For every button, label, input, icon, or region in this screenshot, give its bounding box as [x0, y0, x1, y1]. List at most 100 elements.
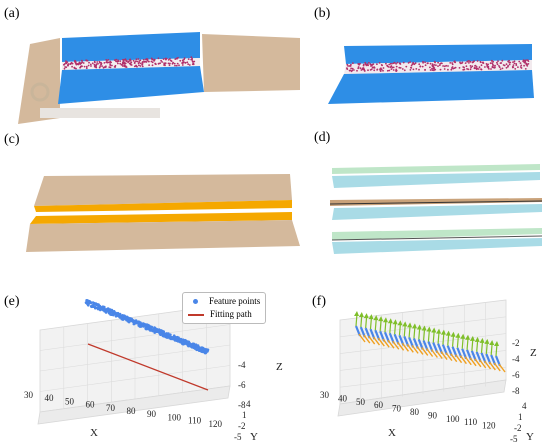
tan-plate-bottom	[26, 220, 300, 252]
seam-point	[97, 62, 99, 65]
arrow-head	[411, 323, 417, 329]
seam-point	[137, 58, 140, 60]
arrow-head	[426, 326, 432, 332]
seam-point	[120, 64, 123, 66]
seam-point	[467, 60, 470, 62]
seam-point	[93, 63, 96, 66]
z-tick-label: -2	[512, 338, 520, 348]
seam-point	[151, 61, 154, 64]
tangent-vector	[387, 339, 395, 349]
tangent-vector	[450, 353, 458, 363]
seam-point	[498, 66, 501, 69]
seam-point	[157, 62, 160, 65]
seam-point	[412, 68, 415, 71]
seam-point	[512, 61, 514, 63]
seam-point	[95, 63, 98, 66]
seam-point	[91, 62, 94, 65]
seam-point	[107, 59, 110, 61]
arrow-head	[358, 312, 364, 318]
panel-a: (a)	[0, 0, 300, 130]
seam-point	[469, 60, 472, 63]
tangent-vector	[401, 342, 410, 352]
seam-point	[346, 68, 349, 70]
y-tick-label: 4	[522, 401, 527, 411]
seam-point	[443, 68, 446, 70]
vector-bundle	[411, 323, 424, 355]
legend-entry: Fitting path	[188, 308, 260, 321]
tangent-vector	[498, 363, 506, 373]
seam-point	[190, 58, 193, 61]
seam-point	[380, 67, 382, 70]
seam-point	[513, 62, 516, 65]
seam-point	[368, 61, 370, 64]
vector-bundle	[494, 341, 506, 373]
grid-line	[339, 333, 507, 354]
binormal-vector	[384, 320, 387, 333]
seam-point	[473, 60, 475, 62]
seam-point	[192, 63, 195, 66]
seam-point	[100, 63, 102, 66]
y-ticks: -5-214	[510, 401, 527, 444]
arrow-head	[382, 317, 388, 323]
seam-point	[188, 64, 191, 66]
seam-point	[121, 65, 124, 67]
tan-plate-left	[18, 38, 60, 124]
vector-bundle	[440, 329, 453, 362]
tangent-vector	[382, 338, 390, 348]
tangent-vector	[377, 337, 385, 347]
blue-plate-bottom	[58, 66, 204, 104]
seam-points	[346, 59, 530, 73]
vector-bundle	[363, 313, 376, 345]
teal-plate-3	[332, 238, 542, 254]
seam-point	[439, 62, 442, 65]
seam-point	[453, 67, 456, 69]
y-tick-label: -5	[510, 434, 518, 444]
green-plate-1	[332, 164, 540, 174]
x-tick-label: 80	[127, 406, 137, 416]
teal-plate-1	[332, 172, 540, 188]
seam-point	[431, 69, 434, 71]
seam-point	[486, 65, 489, 68]
tangent-vector	[368, 335, 376, 345]
seam-point	[399, 67, 402, 69]
tangent-vector	[469, 357, 477, 367]
x-tick-label: 110	[188, 416, 202, 426]
seam-point	[470, 66, 472, 69]
vector-bundle	[455, 332, 467, 365]
seam-point	[469, 68, 472, 71]
seam-point	[435, 64, 437, 67]
seam-point	[512, 66, 515, 68]
seam-point	[479, 60, 482, 63]
x-tick-label: 40	[45, 393, 55, 403]
z-tick-label: -4	[512, 354, 520, 364]
vector-bundle	[436, 328, 448, 361]
feature-points	[84, 299, 210, 355]
seam-point	[395, 68, 398, 71]
seam-point	[348, 65, 351, 67]
tangent-vector	[464, 356, 472, 366]
arrow-head	[407, 322, 413, 328]
x-tick-label: 70	[106, 403, 116, 413]
teal-plate-2	[332, 204, 542, 220]
vector-bundle	[416, 324, 429, 356]
vector-bundle	[426, 326, 438, 358]
seam-point	[124, 62, 127, 65]
arrow-head	[445, 330, 451, 336]
seam-point	[95, 64, 98, 67]
seam-point	[146, 59, 149, 62]
seam-point	[132, 59, 135, 62]
seam-point	[115, 58, 118, 61]
seam-point	[63, 67, 66, 70]
seam-point	[96, 61, 99, 63]
seam-point	[148, 64, 151, 66]
seam-point	[465, 65, 468, 68]
binormal-vector	[437, 331, 440, 344]
y-tick-label: -5	[234, 432, 242, 442]
seam-point	[480, 68, 483, 71]
seam-point	[508, 63, 511, 66]
seam-point	[169, 58, 171, 60]
vector-bundle	[479, 337, 492, 370]
seam-point	[507, 65, 509, 68]
x-tick-label: 80	[410, 407, 420, 417]
seam-point	[494, 66, 496, 69]
